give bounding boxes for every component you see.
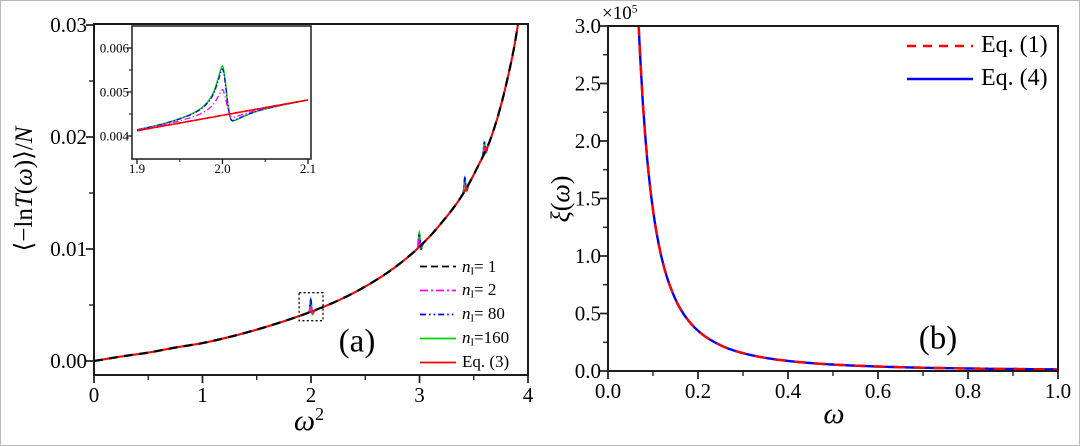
panel-a-x-axis-title: ω2: [293, 404, 325, 437]
panel-a-legend: nI= 1 nI= 2 nI= 80 nI=160 Eq. (3): [419, 255, 509, 374]
panel-a-y-axis-title: ⟨−lnT(ω)⟩/N: [11, 126, 38, 252]
legend-item: nI=160: [419, 326, 509, 350]
svg-text:1.0: 1.0: [1045, 379, 1071, 403]
legend-item: nI= 2: [419, 279, 509, 303]
legend-line: [420, 361, 456, 363]
svg-text:1.5: 1.5: [575, 187, 601, 211]
svg-text:0.6: 0.6: [865, 379, 891, 403]
svg-text:0.4: 0.4: [775, 379, 802, 403]
panel-a-curves: [95, 25, 519, 362]
legend-label: nI= 80: [462, 304, 505, 325]
svg-text:0.02: 0.02: [50, 125, 87, 149]
legend-label: nI= 2: [462, 280, 497, 301]
zoom-region-box: [298, 292, 324, 322]
legend-label: nI=160: [462, 327, 510, 349]
svg-text:0.8: 0.8: [955, 379, 981, 403]
panel-a-label: (a): [338, 323, 376, 360]
svg-text:0: 0: [89, 383, 100, 407]
svg-text:0.006: 0.006: [100, 41, 130, 56]
panel-b-ticks: 0.0 0.2 0.4 0.6 0.8 1.0 0.0 0.5 1.0 1.5 2.0 2.5 3.0: [575, 14, 1071, 403]
legend-line: [420, 289, 456, 292]
svg-text:3: 3: [414, 383, 425, 407]
inset-frame: [131, 25, 312, 160]
svg-text:0.5: 0.5: [575, 302, 601, 326]
legend-item: Eq. (3): [419, 350, 509, 374]
svg-text:0.03: 0.03: [50, 13, 87, 37]
svg-text:0.005: 0.005: [100, 85, 129, 100]
svg-text:2.0: 2.0: [214, 161, 230, 176]
panel-b-legend: Eq. (1) Eq. (4): [906, 29, 1048, 95]
svg-text:0.004: 0.004: [100, 129, 130, 144]
legend-label: Eq. (4): [981, 65, 1048, 91]
legend-line: [420, 337, 456, 340]
svg-text:2.1: 2.1: [300, 161, 316, 176]
inset-curves: [136, 65, 309, 132]
legend-item: Eq. (4): [906, 62, 1048, 95]
panel-b-y-multiplier: ×105: [602, 3, 638, 24]
legend-line: [907, 77, 973, 80]
legend-item: Eq. (1): [906, 29, 1048, 62]
svg-text:1.0: 1.0: [575, 244, 601, 268]
panel-b-label: (b): [918, 320, 958, 357]
legend-line: [907, 44, 973, 47]
svg-text:1.9: 1.9: [129, 161, 145, 176]
svg-text:4: 4: [523, 383, 534, 407]
legend-line: [420, 313, 456, 316]
svg-text:2: 2: [306, 383, 317, 407]
legend-label: Eq. (3): [462, 352, 510, 372]
svg-text:0.0: 0.0: [595, 379, 621, 403]
legend-item: nI= 80: [419, 303, 509, 327]
panel-a-ticks: 0 1 2 3 4 0.00 0.01 0.02 0.03: [50, 13, 534, 407]
svg-text:0.0: 0.0: [575, 359, 601, 383]
svg-text:0.2: 0.2: [685, 379, 711, 403]
svg-text:0.01: 0.01: [50, 237, 87, 261]
svg-text:3.0: 3.0: [575, 14, 601, 38]
legend-label: nI= 1: [462, 256, 497, 278]
legend-label: Eq. (1): [981, 32, 1048, 58]
legend-line: [420, 265, 456, 268]
panel-b-curves: [637, 27, 1057, 370]
panel-b-y-axis-title: ξ(ω): [546, 175, 575, 223]
panel-b-x-axis-title: ω: [823, 397, 845, 430]
svg-text:2.5: 2.5: [575, 72, 601, 96]
svg-text:2.0: 2.0: [575, 129, 601, 153]
svg-text:1: 1: [197, 383, 208, 407]
legend-item: nI= 1: [419, 255, 509, 279]
inset-ticks: 1.9 2.0 2.1 0.004 0.005 0.006: [100, 41, 316, 177]
svg-text:0.00: 0.00: [50, 349, 87, 373]
